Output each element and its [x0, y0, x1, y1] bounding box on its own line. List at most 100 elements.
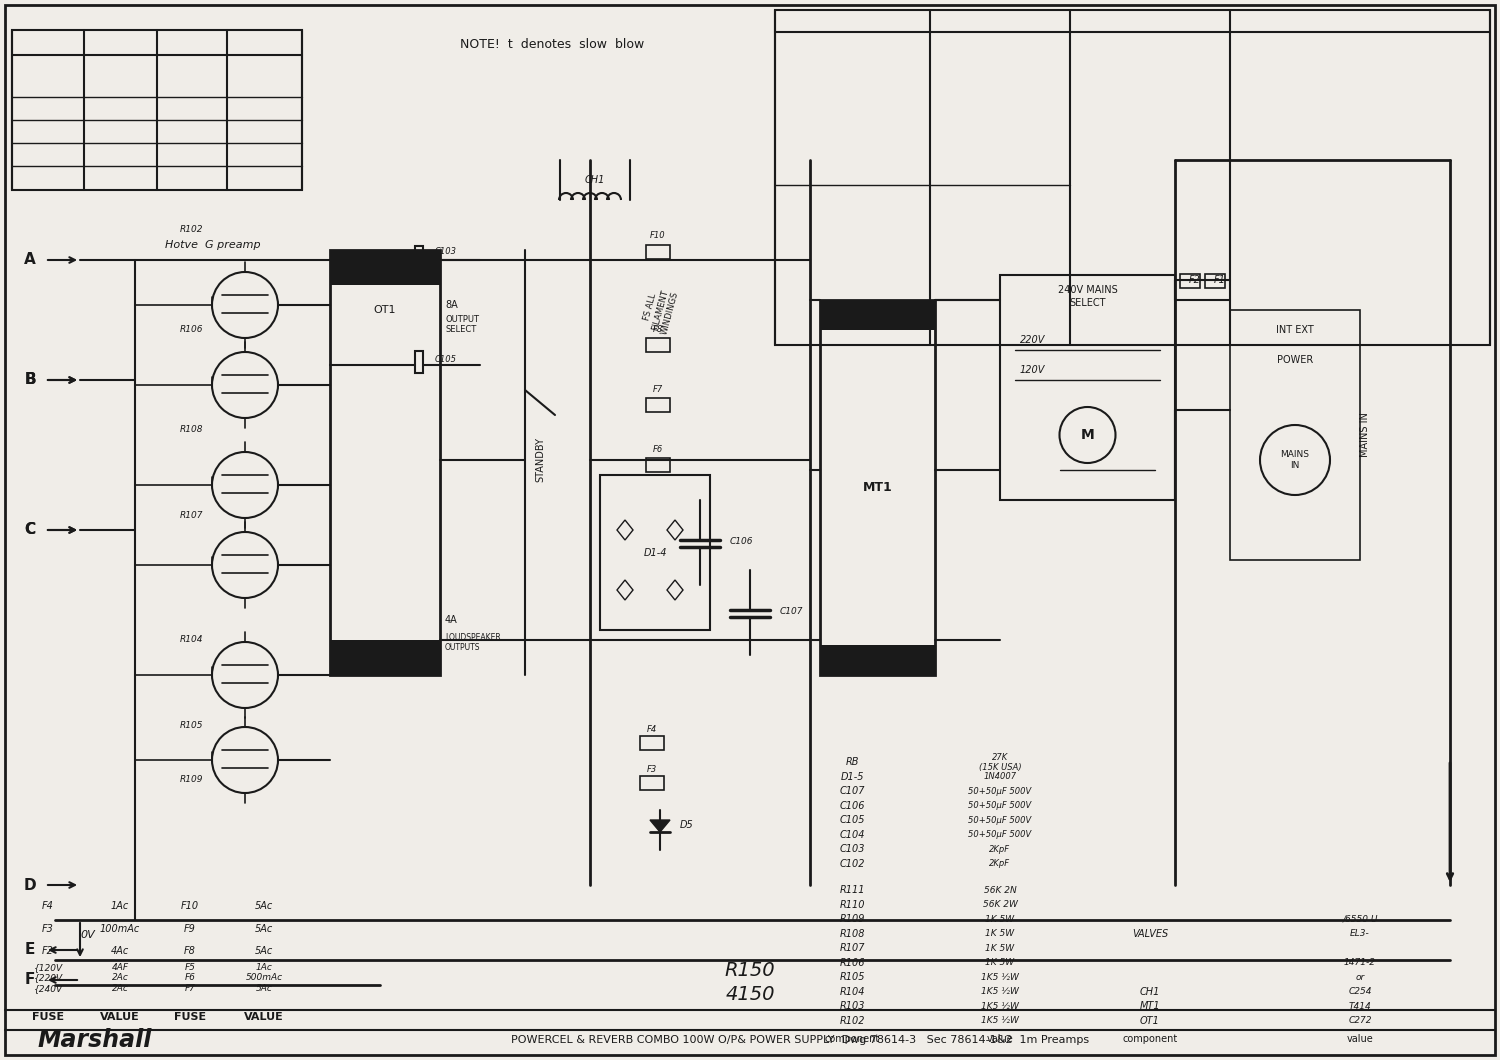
- Text: C105: C105: [435, 355, 457, 365]
- Text: 4AF
2Ac
2Ac: 4AF 2Ac 2Ac: [111, 964, 129, 993]
- Text: R109: R109: [840, 914, 864, 924]
- Text: EL3-: EL3-: [1350, 930, 1370, 938]
- Text: CH1: CH1: [1140, 987, 1160, 996]
- Text: /6550 U: /6550 U: [1342, 915, 1377, 923]
- Bar: [640, 776, 664, 790]
- Text: C103: C103: [840, 844, 864, 854]
- Text: value: value: [1347, 1034, 1374, 1044]
- Text: F4: F4: [646, 725, 657, 735]
- Text: CH1: CH1: [585, 175, 604, 186]
- Text: VALVES: VALVES: [1132, 929, 1168, 939]
- Text: F2: F2: [1190, 275, 1202, 285]
- Polygon shape: [650, 820, 670, 832]
- Text: Hotve  G preamp: Hotve G preamp: [165, 240, 261, 250]
- Text: 1K 5W: 1K 5W: [986, 943, 1014, 953]
- Text: C106: C106: [840, 800, 864, 811]
- Text: R102: R102: [840, 1015, 864, 1026]
- Text: 4Ac: 4Ac: [111, 946, 129, 956]
- Text: C102: C102: [840, 859, 864, 869]
- Text: R105: R105: [180, 721, 204, 729]
- Text: F4: F4: [42, 901, 54, 911]
- Bar: [776, 10, 1490, 344]
- Text: F7: F7: [652, 385, 663, 393]
- Text: INT EXT: INT EXT: [1276, 325, 1314, 335]
- Text: OT1: OT1: [1140, 1015, 1160, 1026]
- Text: 50+50µF 500V: 50+50µF 500V: [969, 801, 1032, 810]
- Text: M: M: [1080, 428, 1095, 442]
- Text: C106: C106: [730, 537, 753, 547]
- Text: A: A: [24, 252, 36, 267]
- Text: OUTPUTS: OUTPUTS: [446, 642, 480, 652]
- Bar: [646, 245, 670, 259]
- Text: C107: C107: [840, 787, 864, 796]
- Text: C107: C107: [780, 607, 804, 617]
- Text: 50+50µF 500V: 50+50µF 500V: [969, 830, 1032, 840]
- Text: D5: D5: [680, 820, 693, 830]
- Text: POWER: POWER: [1276, 355, 1312, 365]
- Text: component: component: [1122, 1034, 1178, 1044]
- Bar: [821, 300, 934, 330]
- Bar: [646, 398, 670, 412]
- Text: F: F: [26, 972, 34, 988]
- Bar: [330, 250, 440, 285]
- Text: F10: F10: [650, 231, 666, 241]
- Text: 50+50µF 500V: 50+50µF 500V: [969, 816, 1032, 825]
- Text: R108: R108: [180, 425, 204, 435]
- Text: LOUDSPEAKER: LOUDSPEAKER: [446, 633, 501, 641]
- Text: R111: R111: [840, 885, 864, 896]
- Text: F3: F3: [646, 765, 657, 775]
- Text: B: B: [24, 372, 36, 388]
- Text: R106: R106: [840, 958, 864, 968]
- Text: 50+50µF 500V: 50+50µF 500V: [969, 787, 1032, 796]
- Text: 1Ac
500mAc
5Ac: 1Ac 500mAc 5Ac: [246, 964, 282, 993]
- Text: F3: F3: [42, 924, 54, 934]
- Text: D: D: [24, 878, 36, 893]
- Text: 5Ac: 5Ac: [255, 901, 273, 911]
- Text: R105: R105: [840, 972, 864, 983]
- Text: 1K5 ½W: 1K5 ½W: [981, 1002, 1018, 1011]
- Text: R102: R102: [180, 226, 204, 234]
- Bar: [1180, 273, 1200, 288]
- Text: RB: RB: [846, 757, 858, 767]
- Text: MT1: MT1: [862, 481, 892, 494]
- Text: STANDBY: STANDBY: [536, 438, 544, 482]
- Text: R107: R107: [840, 943, 864, 953]
- Text: 1K 5W: 1K 5W: [986, 915, 1014, 923]
- Text: F2: F2: [42, 946, 54, 956]
- Text: FS ALL
FILAMENT
WINDINGS: FS ALL FILAMENT WINDINGS: [640, 285, 680, 335]
- Text: 2KpF: 2KpF: [990, 860, 1011, 868]
- Text: 1K 5W: 1K 5W: [986, 930, 1014, 938]
- Text: F8: F8: [652, 324, 663, 334]
- Bar: [1230, 310, 1360, 560]
- Text: C254: C254: [1348, 987, 1371, 996]
- Text: F8: F8: [184, 946, 196, 956]
- Text: MT1: MT1: [1140, 1002, 1161, 1011]
- Text: D1-5: D1-5: [840, 772, 864, 782]
- Bar: [821, 644, 934, 675]
- Bar: [646, 458, 670, 472]
- Text: R104: R104: [840, 987, 864, 996]
- Text: NOTE!  t  denotes  slow  blow: NOTE! t denotes slow blow: [460, 38, 645, 52]
- Text: FUSE: FUSE: [32, 1012, 64, 1023]
- Text: value: value: [987, 1034, 1014, 1044]
- Text: 8A: 8A: [446, 300, 458, 310]
- Text: 240V MAINS: 240V MAINS: [1058, 285, 1118, 295]
- Text: C105: C105: [840, 815, 864, 826]
- Text: component: component: [825, 1034, 879, 1044]
- Text: R103: R103: [840, 1002, 864, 1011]
- Text: 1Ac: 1Ac: [111, 901, 129, 911]
- Text: 1K 5W: 1K 5W: [986, 958, 1014, 967]
- Text: R109: R109: [180, 776, 204, 784]
- Text: B: B: [24, 372, 36, 388]
- Text: C: C: [24, 523, 36, 537]
- Text: F9: F9: [184, 924, 196, 934]
- Text: 0V: 0V: [80, 930, 94, 940]
- Text: F1: F1: [1214, 275, 1225, 285]
- Text: C104: C104: [840, 830, 864, 840]
- Text: T414: T414: [1348, 1002, 1371, 1011]
- Text: C103: C103: [435, 247, 457, 257]
- Text: or: or: [1356, 973, 1365, 982]
- Text: POWERCEL & REVERB COMBO 100W O/P& POWER SUPPLY  Dwg 78614-3   Sec 78614-1&2  1m : POWERCEL & REVERB COMBO 100W O/P& POWER …: [512, 1035, 1089, 1045]
- Text: R106: R106: [180, 325, 204, 335]
- Text: 5Ac: 5Ac: [255, 946, 273, 956]
